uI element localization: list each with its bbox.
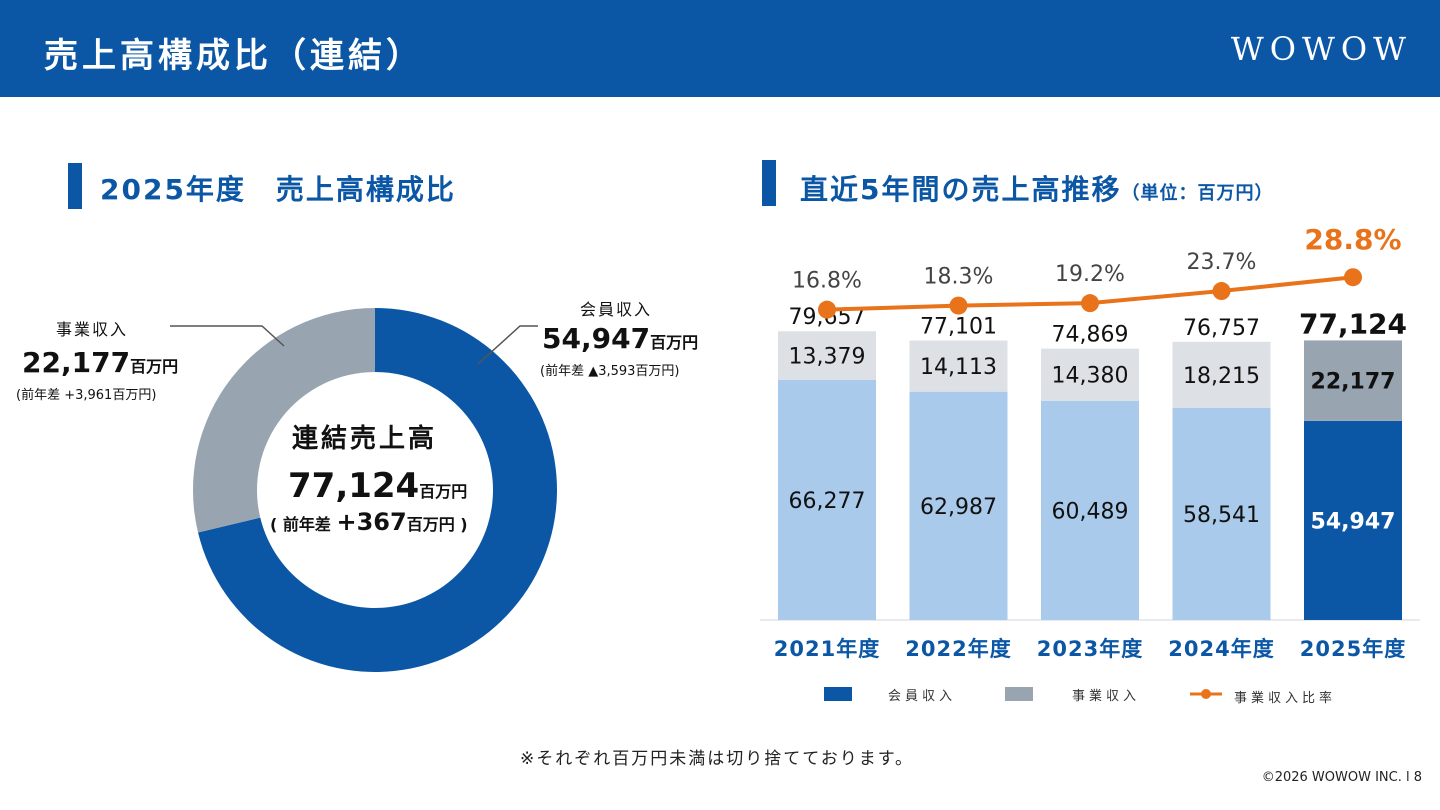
bar-business-5 [1304, 340, 1402, 421]
legend-label-member: 会員収入 [888, 689, 957, 704]
business-label: 事業収入 [56, 320, 129, 339]
bar-member-3 [1041, 400, 1139, 620]
label-member-3: 60,489 [1052, 499, 1129, 524]
right-section-title: 直近5年間の売上高推移 [800, 173, 1122, 206]
x-tick-label-4: 2024年度 [1168, 637, 1274, 661]
right-section-title-group: 直近5年間の売上高推移（単位：百万円） [800, 168, 1273, 208]
ratio-label-2: 18.3% [924, 265, 994, 290]
bar-member-2 [909, 391, 1008, 620]
legend-swatch-member [824, 687, 852, 701]
label-total-2: 77,101 [920, 315, 997, 340]
legend-swatch-business [1005, 687, 1033, 701]
business-value-group: 22,177百万円 [22, 346, 178, 379]
x-tick-label-3: 2023年度 [1037, 637, 1143, 661]
section-marker-right [762, 160, 776, 206]
header-bar: 売上高構成比（連結） WOWOW [0, 0, 1440, 97]
donut-center-unit: 百万円 [419, 482, 468, 501]
ratio-label-1: 16.8% [792, 269, 862, 294]
business-unit: 百万円 [130, 357, 179, 376]
ratio-point-2 [949, 296, 968, 315]
label-business-3: 14,380 [1052, 364, 1129, 389]
legend-label-ratio: 事業収入比率 [1234, 691, 1337, 706]
donut-center-diff-unit: 百万円 ) [406, 515, 468, 534]
label-business-4: 18,215 [1183, 364, 1260, 389]
donut-center-label: 連結売上高 [292, 424, 438, 454]
legend-swatch-ratio [1190, 689, 1222, 699]
bar-member-1 [778, 379, 876, 620]
unit-note: （単位：百万円） [1121, 183, 1274, 204]
label-member-1: 66,277 [789, 489, 866, 514]
ratio-label-3: 19.2% [1055, 262, 1125, 287]
bar-business-2 [909, 340, 1008, 392]
donut-center-value-group: 77,124百万円 [288, 466, 467, 506]
copyright: ©2026 WOWOW INC. l 8 [1261, 770, 1422, 785]
member-unit: 百万円 [650, 333, 699, 352]
x-tick-label-2: 2022年度 [905, 637, 1011, 661]
donut-center-value: 77,124 [288, 466, 420, 506]
donut-center-diff-value: +367 [336, 508, 407, 536]
business-diff: (前年差 +3,961百万円) [16, 388, 157, 403]
member-value-group: 54,947百万円 [542, 322, 698, 355]
composition-donut-chart [193, 308, 558, 672]
label-member-5: 54,947 [1311, 509, 1396, 534]
x-tick-label-1: 2021年度 [774, 637, 880, 661]
bar-member-5 [1304, 420, 1402, 620]
donut-slice-member [198, 308, 558, 672]
member-diff: (前年差 ▲3,593百万円) [540, 364, 680, 379]
ratio-label-4: 23.7% [1187, 250, 1257, 275]
label-business-2: 14,113 [920, 355, 997, 380]
ratio-point-1 [818, 300, 836, 319]
label-total-3: 74,869 [1052, 323, 1129, 348]
leader-line-member [477, 325, 538, 365]
member-value: 54,947 [542, 322, 651, 355]
member-label: 会員収入 [580, 300, 653, 319]
donut-center-diff-group: ( 前年差 +367百万円 ) [270, 508, 468, 536]
bar-member-4 [1172, 407, 1271, 620]
x-tick-label-5: 2025年度 [1300, 637, 1406, 661]
sales-trend-stacked-bar-chart: 66,27713,37979,6572021年度62,98714,11377,1… [760, 223, 1420, 661]
label-business-1: 13,379 [789, 344, 866, 369]
left-section-title: 2025年度 売上高構成比 [100, 173, 456, 206]
ratio-point-4 [1212, 282, 1231, 301]
bar-business-3 [1041, 348, 1139, 401]
leader-line-business [170, 325, 285, 347]
ratio-point-3 [1081, 294, 1099, 313]
business-value: 22,177 [22, 346, 131, 379]
label-member-4: 58,541 [1183, 503, 1260, 528]
label-member-2: 62,987 [920, 495, 997, 520]
legend-label-business: 事業収入 [1072, 689, 1141, 704]
section-marker-left [68, 163, 82, 209]
donut-center-diff-prefix: ( 前年差 [270, 515, 337, 534]
donut-slice-business [193, 308, 375, 533]
label-total-4: 76,757 [1183, 316, 1260, 341]
label-business-5: 22,177 [1311, 370, 1396, 395]
ratio-point-5 [1344, 268, 1362, 287]
bar-business-4 [1172, 341, 1271, 408]
bar-business-1 [778, 331, 876, 380]
wowow-logo: WOWOW [1230, 30, 1412, 68]
label-total-5: 77,124 [1299, 307, 1407, 340]
footnote: ※それぞれ百万円未満は切り捨てております。 [520, 749, 915, 769]
ratio-label-5: 28.8% [1304, 223, 1401, 256]
page-title: 売上高構成比（連結） [44, 36, 424, 76]
